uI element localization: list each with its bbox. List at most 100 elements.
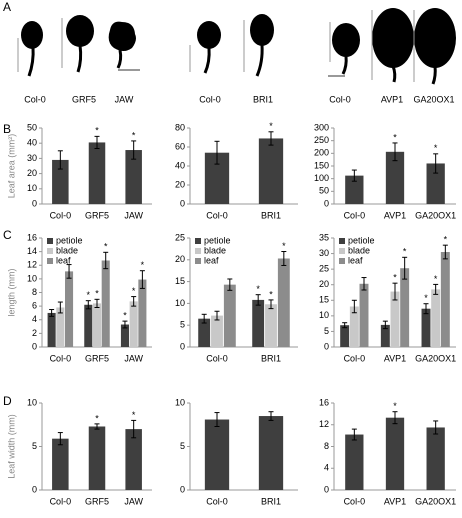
y-tick-label: 0 <box>324 484 329 494</box>
x-tick-label: Col-0 <box>344 210 366 220</box>
genotype-label: Col-0 <box>24 94 46 104</box>
y-tick-label: 5 <box>324 326 329 336</box>
x-tick-label: AVP1 <box>384 210 406 220</box>
x-tick-label: JAW <box>124 353 143 363</box>
bar <box>400 268 410 347</box>
stem <box>203 47 211 74</box>
bar <box>440 252 450 347</box>
y-tick-label: 80 <box>175 122 185 132</box>
significance-mark: * <box>87 290 91 300</box>
significance-mark: * <box>393 401 397 411</box>
legend-swatch <box>195 248 201 254</box>
y-tick-label: 10 <box>319 310 329 320</box>
y-tick-label: 10 <box>175 298 185 308</box>
bar <box>421 308 431 347</box>
x-tick-label: Col-0 <box>206 496 228 506</box>
stem <box>27 46 35 77</box>
genotype-label: JAW <box>115 94 134 104</box>
legend-swatch <box>47 258 53 264</box>
y-tick-label: 20 <box>319 279 329 289</box>
legend-label: leaf <box>56 255 71 265</box>
genotype-label: Col-0 <box>199 94 221 104</box>
bar <box>340 325 350 347</box>
bar <box>84 304 93 347</box>
significance-mark: * <box>434 274 438 284</box>
significance-mark: * <box>104 242 108 252</box>
panel-label: D <box>3 394 12 408</box>
x-tick-label: GA20OX1 <box>415 353 456 363</box>
bar <box>359 283 369 347</box>
x-tick-label: JAW <box>124 210 143 220</box>
x-tick-label: GRF5 <box>85 353 109 363</box>
panel-label: B <box>3 122 11 136</box>
bar <box>52 159 69 204</box>
bar <box>52 438 69 490</box>
bar <box>129 301 138 347</box>
y-tick-label: 5 <box>180 441 185 451</box>
stem <box>76 44 83 73</box>
y-tick-label: 50 <box>27 122 37 132</box>
y-tick-label: 5 <box>32 441 37 451</box>
significance-mark: * <box>132 410 136 420</box>
y-tick-label: 0 <box>32 198 37 208</box>
y-tick-label: 10 <box>27 273 37 283</box>
y-axis-label: Leaf width (mm) <box>6 414 16 479</box>
y-tick-label: 100 <box>314 173 329 183</box>
leaf <box>197 21 221 49</box>
leaf <box>66 15 94 47</box>
leaf <box>332 23 360 57</box>
y-tick-label: 30 <box>27 153 37 163</box>
significance-mark: * <box>393 273 397 283</box>
legend-label: petiole <box>56 235 83 245</box>
genotype-label: BRI1 <box>253 94 273 104</box>
bar <box>431 289 441 347</box>
x-tick-label: GA20OX1 <box>415 210 456 220</box>
bar <box>204 419 230 490</box>
legend-label: petiole <box>348 235 375 245</box>
stem <box>255 44 264 77</box>
panel-label: C <box>3 228 12 242</box>
significance-mark: * <box>282 241 286 251</box>
x-tick-label: Col-0 <box>50 210 72 220</box>
y-tick-label: 150 <box>314 160 329 170</box>
x-tick-label: Col-0 <box>206 353 228 363</box>
y-tick-label: 6 <box>32 301 37 311</box>
bar <box>211 315 223 347</box>
y-tick-label: 4 <box>32 314 37 324</box>
bar <box>138 279 147 347</box>
bar <box>385 417 405 490</box>
legend-label: leaf <box>348 255 363 265</box>
bar <box>426 427 445 490</box>
legend-swatch <box>339 248 345 254</box>
stem <box>391 65 397 83</box>
legend-swatch <box>47 248 53 254</box>
x-tick-label: Col-0 <box>344 353 366 363</box>
significance-mark: * <box>393 132 397 142</box>
leaf <box>108 21 136 51</box>
y-tick-label: 10 <box>27 183 37 193</box>
bar <box>101 260 110 347</box>
bar <box>198 318 211 347</box>
genotype-label: Col-0 <box>329 94 351 104</box>
bar <box>390 291 400 347</box>
legend-label: leaf <box>204 255 219 265</box>
x-tick-label: JAW <box>124 496 143 506</box>
x-tick-label: BRI1 <box>261 496 281 506</box>
y-axis-label: length (mm) <box>6 268 16 316</box>
panel-label: A <box>3 0 11 14</box>
legend-swatch <box>339 238 345 244</box>
y-tick-label: 2 <box>32 328 37 338</box>
bar <box>349 306 359 347</box>
significance-mark: * <box>269 121 273 131</box>
leaf <box>414 8 456 68</box>
bar <box>47 312 56 347</box>
x-tick-label: GRF5 <box>85 210 109 220</box>
stem <box>116 49 123 69</box>
bar <box>385 151 405 204</box>
y-tick-label: 10 <box>27 397 37 407</box>
significance-mark: * <box>123 310 127 320</box>
y-tick-label: 200 <box>314 148 329 158</box>
significance-mark: * <box>269 289 273 299</box>
y-tick-label: 0 <box>32 341 37 351</box>
